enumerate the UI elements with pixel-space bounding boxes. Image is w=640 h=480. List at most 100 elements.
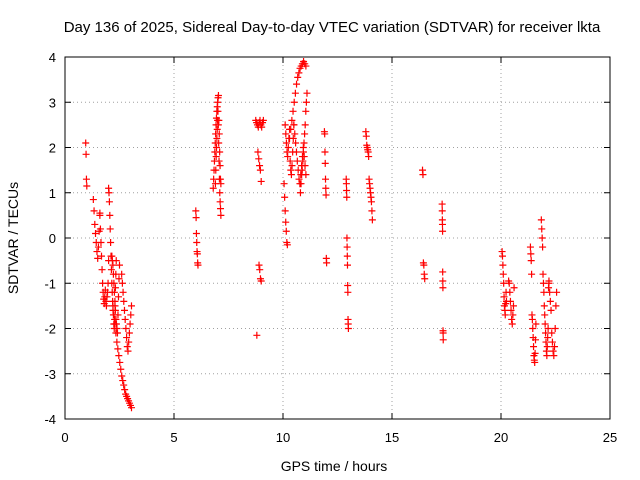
data-point (539, 243, 547, 251)
data-point (343, 193, 351, 201)
data-point (528, 270, 536, 278)
data-point (114, 293, 122, 301)
data-point (365, 153, 373, 161)
data-point (120, 297, 128, 305)
data-point (119, 377, 127, 385)
data-point (282, 139, 290, 147)
data-point (537, 216, 545, 224)
data-point (294, 73, 302, 81)
data-point (532, 320, 540, 328)
data-point (343, 186, 351, 194)
data-point (288, 116, 296, 124)
y-tick-label: -3 (44, 367, 56, 382)
data-point (102, 302, 110, 310)
data-point (98, 266, 106, 274)
data-point (439, 284, 447, 292)
data-point (109, 261, 117, 269)
data-point (211, 180, 219, 188)
data-point (291, 89, 299, 97)
data-point (542, 338, 550, 346)
data-point (214, 107, 222, 115)
data-point (300, 139, 308, 147)
data-point (127, 311, 135, 319)
data-point (505, 279, 513, 287)
data-point (83, 182, 91, 190)
data-point (538, 234, 546, 242)
data-point (296, 189, 304, 197)
data-point (301, 130, 309, 138)
data-point (94, 254, 102, 262)
data-point (499, 270, 507, 278)
data-point (111, 306, 119, 314)
data-point (82, 175, 90, 183)
data-point (292, 139, 300, 147)
data-point (438, 207, 446, 215)
data-point (362, 132, 370, 140)
chart-title: Day 136 of 2025, Sidereal Day-to-day VTE… (64, 19, 601, 36)
data-point (299, 148, 307, 156)
data-point (89, 196, 97, 204)
data-point (368, 207, 376, 215)
y-tick-label: 1 (49, 186, 56, 201)
data-point (344, 282, 352, 290)
data-point (531, 349, 539, 357)
data-point (105, 189, 113, 197)
data-point (259, 116, 267, 124)
data-point (301, 121, 309, 129)
data-point (321, 159, 329, 167)
data-point (527, 250, 535, 258)
data-point (303, 89, 311, 97)
data-point (112, 329, 120, 337)
data-point (284, 153, 292, 161)
data-point (298, 166, 306, 174)
data-point (96, 225, 104, 233)
data-point (322, 191, 330, 199)
data-point (302, 98, 310, 106)
data-point (121, 315, 129, 323)
data-point (292, 148, 300, 156)
data-point (255, 261, 263, 269)
data-point (109, 302, 117, 310)
data-point (109, 270, 117, 278)
data-point (214, 91, 222, 99)
data-point (539, 270, 547, 278)
data-point (542, 329, 550, 337)
data-point (507, 306, 515, 314)
data-point (282, 130, 290, 138)
data-point (192, 207, 200, 215)
data-point (286, 134, 294, 142)
data-point (499, 261, 507, 269)
data-point (212, 166, 220, 174)
data-point (96, 211, 104, 219)
data-point (110, 288, 118, 296)
data-point (90, 207, 98, 215)
data-points (82, 58, 561, 412)
data-point (546, 297, 554, 305)
data-point (367, 198, 375, 206)
data-point (114, 345, 122, 353)
data-point (193, 250, 201, 258)
data-point (215, 157, 223, 165)
data-point (439, 268, 447, 276)
data-point (506, 288, 514, 296)
data-point (115, 352, 123, 360)
data-point (192, 229, 200, 237)
data-point (117, 365, 125, 373)
data-point (540, 302, 548, 310)
data-point (321, 130, 329, 138)
data-point (510, 284, 518, 292)
data-point (541, 320, 549, 328)
x-tick-label: 15 (385, 430, 399, 445)
data-point (126, 320, 134, 328)
data-point (531, 358, 539, 366)
data-point (119, 288, 127, 296)
data-point (98, 252, 106, 260)
data-point (215, 139, 223, 147)
x-tick-label: 10 (276, 430, 290, 445)
data-point (193, 239, 201, 247)
data-point (529, 325, 537, 332)
data-point (110, 311, 118, 319)
data-point (544, 325, 552, 332)
data-point (256, 266, 264, 274)
y-axis-label: SDTVAR / TECUs (5, 182, 21, 294)
